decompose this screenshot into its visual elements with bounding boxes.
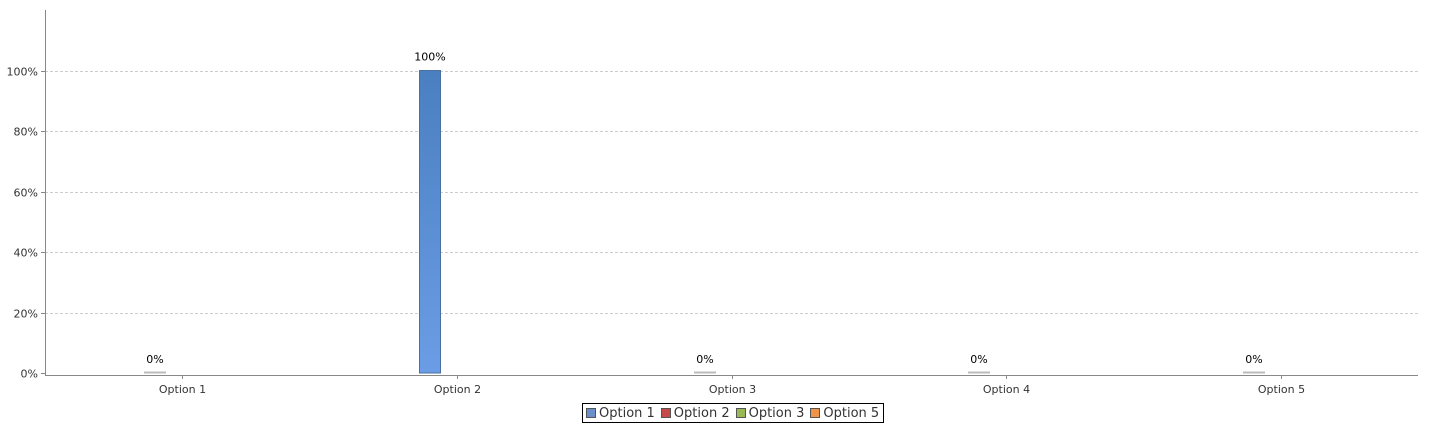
legend-label: Option 5: [823, 405, 880, 421]
legend-item: Option 2: [660, 405, 730, 421]
legend-item: Option 5: [810, 406, 879, 421]
legend-item: Option 1: [586, 406, 655, 421]
y-tick-label: 80%: [14, 126, 38, 139]
y-tick-label: 40%: [14, 247, 38, 260]
legend-label: Option 2: [673, 405, 730, 421]
chart-legend: Option 1 Option 2 Option 3 Option 5: [582, 403, 885, 423]
legend-swatch: [660, 408, 671, 418]
x-tick-label: Option 5: [1258, 383, 1305, 396]
legend-swatch: [735, 408, 746, 418]
x-tick-label: Option 4: [983, 383, 1030, 396]
bar-value-label: 100%: [414, 51, 445, 64]
y-tick-label: 0%: [21, 368, 38, 381]
legend-label: Option 1: [599, 405, 655, 421]
bar-option-2: [419, 70, 441, 374]
legend-label: Option 3: [748, 405, 805, 421]
gridlines: [45, 71, 1418, 314]
legend-swatch: [586, 408, 596, 418]
x-tick-label: Option 3: [709, 383, 756, 396]
bar-value-label: 0%: [1245, 353, 1262, 366]
bar-option-5: [1243, 371, 1265, 374]
bar-value-label: 0%: [970, 353, 987, 366]
bar-value-label: 0%: [146, 353, 163, 366]
bar-option-3: [694, 371, 716, 374]
legend-item: Option 3: [735, 405, 805, 421]
axes: 0% 20% 40% 60% 80% 100% Option 1 Option 2 Option…: [7, 10, 1418, 396]
x-tick-label: Option 1: [159, 383, 206, 396]
bars: [144, 70, 1265, 374]
bar-option-4: [968, 371, 990, 374]
bar-option-1: [144, 371, 166, 374]
y-tick-label: 100%: [7, 66, 38, 79]
x-tick-label: Option 2: [434, 383, 481, 396]
bar-value-label: 0%: [696, 353, 713, 366]
legend-swatch: [810, 408, 821, 418]
y-tick-label: 60%: [14, 187, 38, 200]
y-tick-label: 20%: [14, 308, 38, 321]
data-labels: 0% 100% 0% 0% 0%: [146, 51, 1262, 367]
